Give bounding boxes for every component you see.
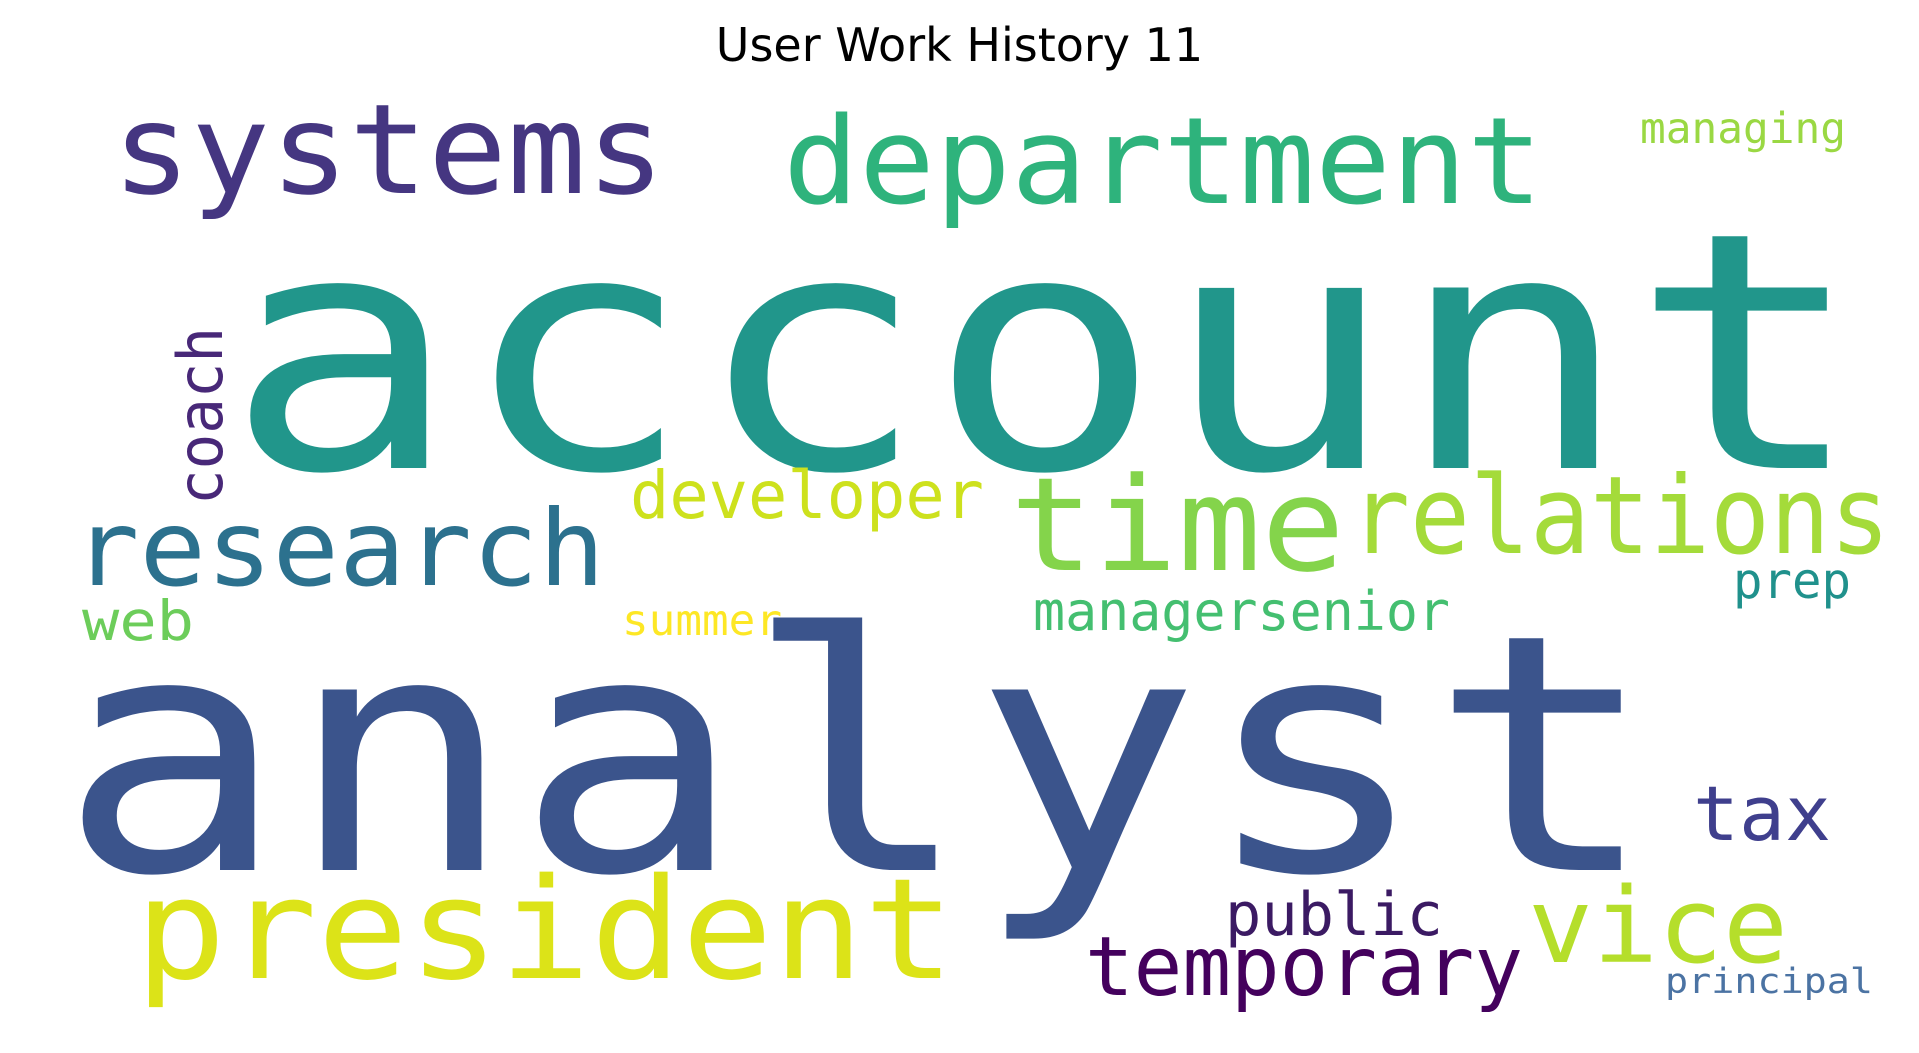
word-temporary: temporary [1085,920,1523,1015]
page-title: User Work History 11 [715,18,1204,72]
word-web: web [82,589,194,653]
word-principal: principal [1665,962,1873,1002]
word-vice: vice [1528,865,1788,987]
word-developer: developer [630,457,984,534]
word-managing: managing [1640,104,1846,154]
word-president: president [135,849,955,1012]
word-summer: summer [622,596,782,646]
word-public: public [1225,880,1443,950]
word-analyst: analyst [58,564,1658,948]
word-research: research [73,488,605,610]
word-prep: prep [1733,552,1851,610]
word-time: time [1010,449,1345,601]
word-account: account [225,162,1865,546]
word-systems: systems [112,78,665,223]
word-managersenior: managersenior [1033,580,1450,643]
word-coach: coach [164,327,237,505]
word-relations: relations [1350,454,1890,579]
word-tax: tax [1693,769,1831,858]
word-department: department [783,93,1543,232]
